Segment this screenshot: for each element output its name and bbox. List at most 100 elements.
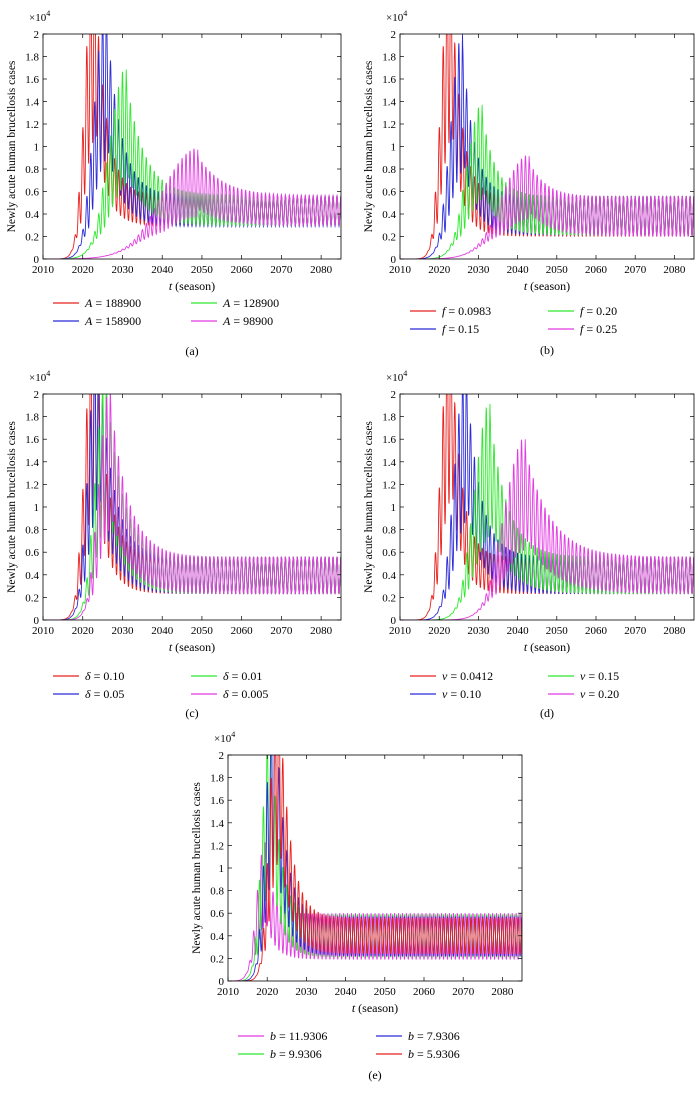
legend-entry-1: f = 0.0983 (442, 304, 491, 318)
x-tick-label: 2060 (585, 625, 608, 637)
x-tick-label: 2080 (310, 625, 333, 637)
x-tick-label: 2070 (624, 625, 647, 637)
y-axis-label: Newly acute human brucellosis cases (363, 60, 375, 232)
legend-entry-2: A = 158900 (84, 314, 141, 328)
series-line-4 (228, 755, 522, 981)
y-tick-label: 0 (34, 254, 40, 266)
y-tick-label: 1.6 (210, 795, 224, 807)
legend-entry-2: b = 9.9306 (270, 1047, 322, 1061)
panel-a: 0 0.2 0.4 0.6 0.8 1 1.2 1.4 1.6 1.8 2 2010 2020 2030 2… (6, 9, 342, 358)
y-tick-label: 1.6 (382, 74, 396, 86)
y-tick-label: 1.2 (382, 119, 396, 131)
y-tick-label: 1.4 (210, 818, 224, 830)
x-axis-label: t (season) (169, 640, 215, 654)
x-tick-label: 2010 (217, 986, 240, 998)
x-tick-label: 2020 (72, 625, 95, 637)
x-tick-label: 2030 (295, 986, 318, 998)
y-multiplier: ×104 (29, 9, 50, 24)
x-tick-label: 2050 (191, 625, 214, 637)
y-tick-label: 1.6 (25, 74, 39, 86)
y-tick-label: 1.8 (210, 773, 224, 785)
x-tick-label: 2060 (585, 264, 608, 276)
y-tick-label: 0.8 (382, 164, 396, 176)
legend-entry-1: ν = 0.0412 (442, 669, 493, 683)
y-tick-label: 0.6 (382, 187, 396, 199)
series-line-1 (400, 34, 694, 259)
x-tick-label: 2030 (467, 264, 490, 276)
y-tick-label: 0.2 (25, 232, 39, 244)
y-tick-label: 1 (391, 502, 397, 514)
legend-entry-2: ν = 0.10 (442, 687, 481, 701)
x-tick-label: 2070 (452, 986, 475, 998)
legend-entry-1: b = 11.9306 (270, 1029, 327, 1043)
y-axis-label: Newly acute human brucellosis cases (6, 421, 18, 593)
x-tick-label: 2050 (546, 264, 569, 276)
x-tick-label: 2020 (428, 625, 451, 637)
series-line-2 (228, 755, 522, 981)
series-line-4 (400, 155, 694, 259)
y-tick-label: 0.4 (382, 209, 396, 221)
y-tick-label: 1 (34, 142, 40, 154)
legend: b = 11.9306 b = 7.9306 b = 9.9306 b = 5.930… (238, 1029, 460, 1061)
legend-entry-4: f = 0.25 (580, 322, 617, 336)
legend: f = 0.0983 f = 0.20 f = 0.15 f = 0.25 (410, 304, 617, 336)
y-tick-label: 2 (219, 750, 225, 762)
panel-c: 0 0.2 0.4 0.6 0.8 1 1.2 1.4 1.6 1.8 2 2010 2020 2030 2… (6, 369, 342, 720)
panel-label: (b) (540, 343, 554, 357)
y-tick-label: 2 (34, 389, 40, 401)
panel-e: 0 0.2 0.4 0.6 0.8 1 1.2 1.4 1.6 1.8 2 2010 2020 2030 2… (191, 730, 523, 1082)
legend-entry-4: δ = 0.005 (223, 687, 268, 701)
y-tick-label: 1.2 (25, 479, 39, 491)
x-tick-label: 2010 (32, 625, 55, 637)
y-tick-label: 1.8 (25, 52, 39, 64)
y-tick-label: 1 (34, 502, 40, 514)
x-tick-label: 2010 (32, 264, 55, 276)
y-tick-label: 0.2 (25, 592, 39, 604)
legend-entry-1: A = 188900 (84, 296, 141, 310)
y-tick-label: 1.8 (382, 412, 396, 424)
y-tick-label: 0.8 (25, 525, 39, 537)
x-tick-label: 2030 (111, 625, 134, 637)
y-tick-label: 0.8 (210, 886, 224, 898)
y-tick-label: 0.6 (25, 547, 39, 559)
legend: A = 188900 A = 128900 A = 158900 A = 98900 (53, 296, 279, 328)
x-axis-label: t (season) (169, 279, 215, 293)
y-tick-label: 1.8 (25, 412, 39, 424)
y-tick-label: 1.4 (25, 97, 39, 109)
legend-entry-1: δ = 0.10 (85, 669, 124, 683)
y-tick-label: 0.6 (25, 187, 39, 199)
y-multiplier: ×104 (29, 369, 50, 384)
series-group (43, 394, 341, 620)
x-tick-label: 2040 (151, 625, 174, 637)
y-tick-label: 1 (391, 142, 397, 154)
series-line-4 (43, 148, 341, 259)
y-tick-label: 2 (391, 29, 397, 41)
x-tick-label: 2060 (231, 625, 254, 637)
legend-entry-2: f = 0.15 (442, 322, 479, 336)
y-tick-label: 1 (219, 863, 225, 875)
legend-entry-3: δ = 0.01 (223, 669, 262, 683)
y-tick-label: 0.4 (210, 931, 224, 943)
legend-entry-4: ν = 0.20 (580, 687, 619, 701)
y-tick-label: 1.2 (210, 840, 224, 852)
panel-d: 0 0.2 0.4 0.6 0.8 1 1.2 1.4 1.6 1.8 2 2010 2020 2030 2… (363, 369, 695, 720)
x-tick-label: 2060 (413, 986, 436, 998)
x-tick-label: 2050 (546, 625, 569, 637)
legend-entry-3: b = 7.9306 (408, 1029, 460, 1043)
y-tick-label: 0.4 (25, 209, 39, 221)
y-tick-label: 0 (391, 615, 397, 627)
x-tick-label: 2040 (507, 264, 530, 276)
series-group (400, 34, 694, 259)
y-tick-label: 0.6 (210, 908, 224, 920)
y-tick-label: 0 (219, 976, 225, 988)
legend: δ = 0.10 δ = 0.01 δ = 0.05 δ = 0.005 (53, 669, 268, 701)
y-tick-label: 0.4 (382, 570, 396, 582)
y-tick-label: 1.6 (25, 434, 39, 446)
x-tick-label: 2060 (231, 264, 254, 276)
y-tick-label: 1.4 (25, 457, 39, 469)
panel-label: (e) (368, 1068, 381, 1082)
y-tick-label: 2 (391, 389, 397, 401)
x-tick-label: 2020 (428, 264, 451, 276)
y-multiplier: ×104 (386, 9, 407, 24)
